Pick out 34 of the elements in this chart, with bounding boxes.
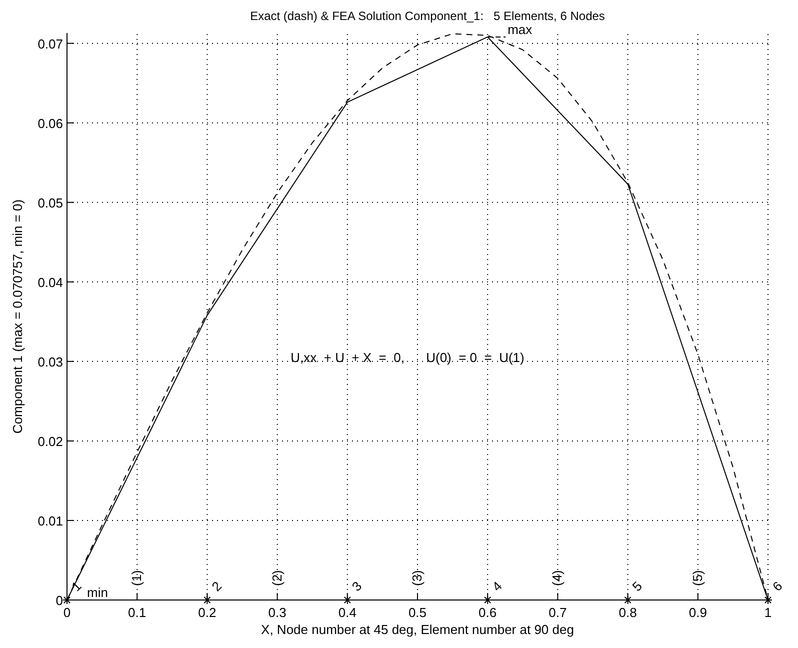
x-tick-label: 0.3	[268, 605, 286, 620]
x-tick-label: 0.2	[198, 605, 216, 620]
annotation: (1)	[129, 570, 144, 586]
annotation: (2)	[269, 570, 284, 586]
x-tick-label: 0.8	[618, 605, 637, 620]
y-tick-label: 0.03	[38, 354, 63, 370]
annotation: 3	[348, 578, 365, 594]
x-tick-label: 0.1	[128, 605, 146, 620]
x-tick-label: 0.5	[408, 605, 427, 620]
chart-title: Exact (dash) & FEA Solution Component_1: 5 Elements, 6 Nodes	[250, 9, 605, 23]
y-tick-label: 0.05	[38, 195, 63, 210]
y-tick-label: 0.07	[38, 36, 63, 52]
x-tick-label: 0.4	[338, 605, 356, 620]
annotation: 2	[208, 578, 224, 594]
y-tick-label: 0	[56, 593, 63, 608]
y-tick-label: 0.02	[38, 434, 63, 449]
y-tick-label: 0.01	[38, 513, 63, 528]
x-axis-title: X, Node number at 45 deg, Element number at 90 deg	[261, 622, 574, 637]
x-tick-label: 1	[764, 605, 772, 620]
annotation: 5	[629, 578, 646, 594]
y-axis-title: Component 1 (max = 0.070757, min = 0)	[10, 199, 25, 434]
annotation: (4)	[550, 570, 565, 586]
annotation: 4	[489, 578, 505, 594]
annotation: 6	[770, 578, 786, 594]
annotation: min	[87, 585, 108, 600]
x-tick-label: 0.7	[548, 605, 567, 620]
x-tick-label: 0.6	[478, 605, 497, 620]
y-tick-label: 0.04	[38, 274, 63, 290]
x-tick-label: 0.9	[688, 605, 707, 620]
annotation: U,xx + U + X = 0, U(0) = 0 = U(1)	[290, 350, 524, 365]
annotation: (5)	[690, 570, 705, 586]
annotation: max	[508, 22, 533, 37]
annotation: (3)	[410, 570, 424, 586]
y-tick-label: 0.06	[38, 116, 63, 131]
